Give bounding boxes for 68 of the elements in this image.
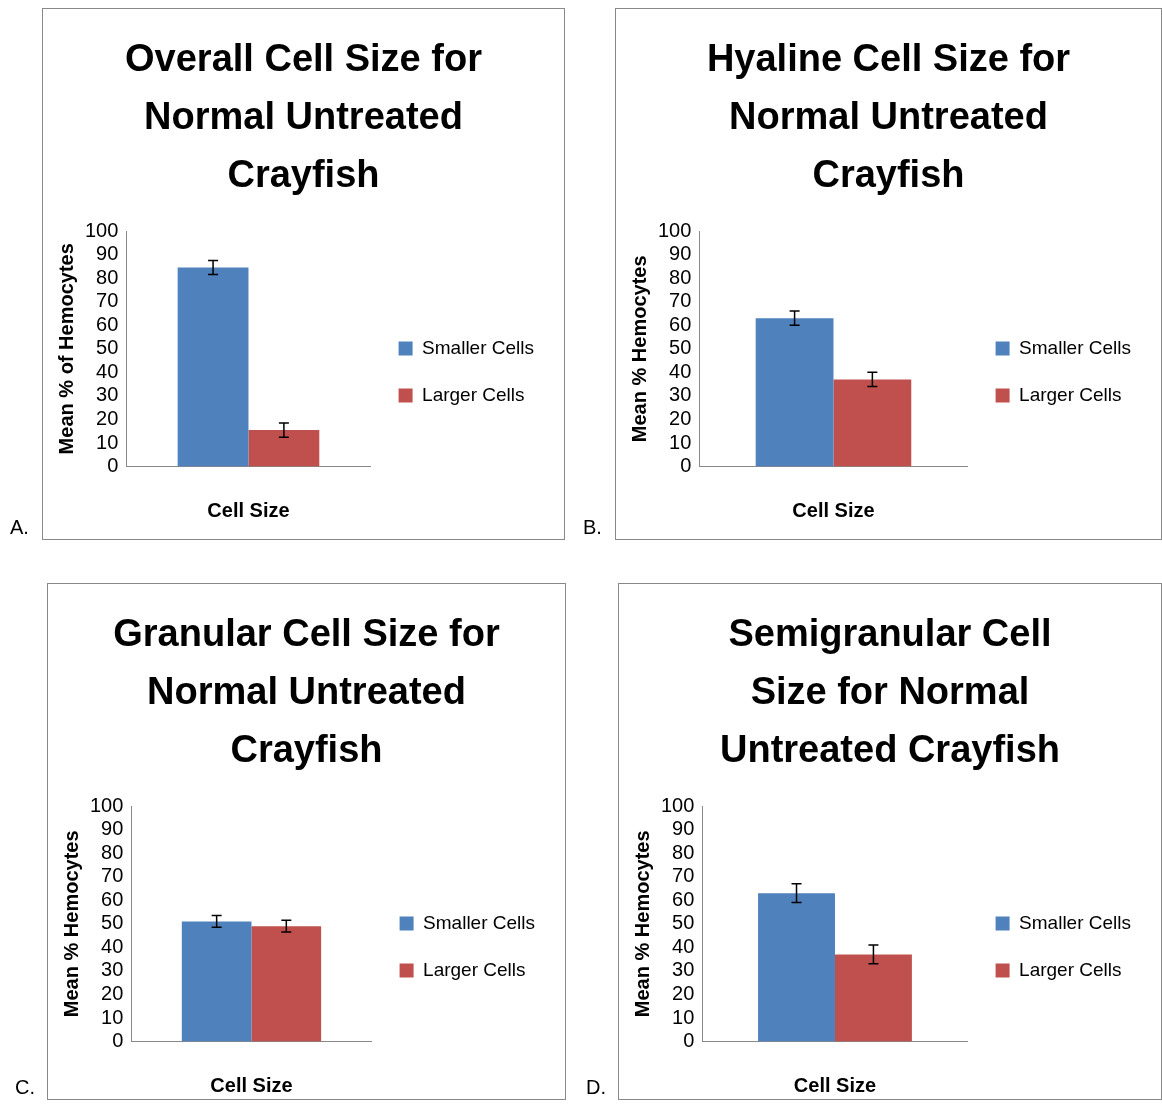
y-tick-label: 90 — [672, 817, 695, 840]
y-tick-label: 90 — [101, 817, 124, 840]
chart-title: Granular Cell Size for Normal Untreated Crayfish — [112, 611, 501, 772]
y-tick-label: 60 — [672, 887, 695, 910]
y-tick-label: 80 — [669, 265, 692, 288]
legend-label: Smaller Cells — [1019, 911, 1132, 933]
y-tick-label: 50 — [101, 911, 124, 934]
y-tick-label: 70 — [669, 289, 692, 312]
y-tick-label: 40 — [669, 359, 692, 382]
text: C. — [15, 1076, 35, 1099]
y-tick-label: 60 — [101, 887, 124, 910]
legend-label: Larger Cells — [422, 383, 525, 405]
y-tick-label: 10 — [669, 430, 692, 453]
x-axis-title: Cell Size — [793, 1073, 877, 1096]
y-axis-title: Mean % Hemocytes — [627, 255, 650, 443]
y-tick-label: 30 — [672, 958, 695, 981]
chart-title: Semigranular Cell Size for Normal Untreated Crayfish — [719, 611, 1061, 772]
y-tick-label: 40 — [96, 359, 119, 382]
y-tick-label: 0 — [107, 454, 119, 477]
legend-label: Smaller Cells — [423, 911, 536, 933]
y-tick-label: 70 — [101, 864, 124, 887]
y-tick-label: 70 — [672, 864, 695, 887]
y-tick-label: 90 — [96, 242, 119, 265]
y-tick-label: 80 — [101, 840, 124, 863]
y-tick-label: 80 — [672, 840, 695, 863]
x-axis-title: Cell Size — [210, 1073, 293, 1096]
x-axis-title: Cell Size — [207, 498, 290, 521]
y-tick-label: 70 — [96, 289, 119, 312]
legend-label: Larger Cells — [1019, 958, 1122, 980]
y-tick-label: 20 — [96, 407, 119, 429]
y-tick-label: 100 — [84, 218, 119, 241]
y-tick-label: 20 — [672, 982, 695, 1004]
chart-title: Hyaline Cell Size for Normal Untreated Crayfish — [705, 36, 1072, 197]
y-tick-label: 60 — [96, 312, 119, 335]
y-tick-label: 100 — [89, 793, 124, 816]
y-tick-label: 20 — [101, 982, 124, 1004]
text: A. — [10, 516, 29, 539]
y-axis-title: Mean % Hemocytes — [630, 830, 653, 1018]
y-tick-label: 0 — [680, 454, 692, 477]
legend-label: Larger Cells — [423, 958, 526, 980]
y-tick-label: 10 — [101, 1005, 124, 1028]
y-tick-label: 40 — [672, 934, 695, 957]
y-tick-label: 30 — [96, 383, 119, 406]
y-tick-label: 0 — [683, 1029, 695, 1052]
y-axis-title: Mean % Hemocytes — [59, 830, 82, 1018]
y-tick-label: 30 — [669, 383, 692, 406]
y-tick-label: 30 — [101, 958, 124, 981]
chart-title: Overall Cell Size for Normal Untreated Crayfish — [124, 36, 483, 197]
y-tick-label: 0 — [112, 1029, 124, 1052]
x-axis-title: Cell Size — [792, 498, 875, 521]
legend-label: Smaller Cells — [422, 336, 535, 358]
legend-label: Larger Cells — [1019, 383, 1122, 405]
y-axis-title: Mean % of Hemocytes — [54, 243, 77, 455]
y-tick-label: 80 — [96, 265, 119, 288]
y-tick-label: 100 — [660, 793, 695, 816]
y-tick-label: 100 — [657, 218, 692, 241]
y-tick-label: 50 — [672, 911, 695, 934]
y-tick-label: 60 — [669, 312, 692, 335]
y-tick-label: 10 — [672, 1005, 695, 1028]
y-tick-label: 20 — [669, 407, 692, 429]
y-tick-label: 90 — [669, 242, 692, 265]
y-tick-label: 50 — [96, 336, 119, 359]
y-tick-label: 40 — [101, 934, 124, 957]
text: D. — [586, 1076, 606, 1099]
y-tick-label: 10 — [96, 430, 119, 453]
legend-label: Smaller Cells — [1019, 336, 1132, 358]
y-tick-label: 50 — [669, 336, 692, 359]
text: B. — [583, 516, 602, 539]
